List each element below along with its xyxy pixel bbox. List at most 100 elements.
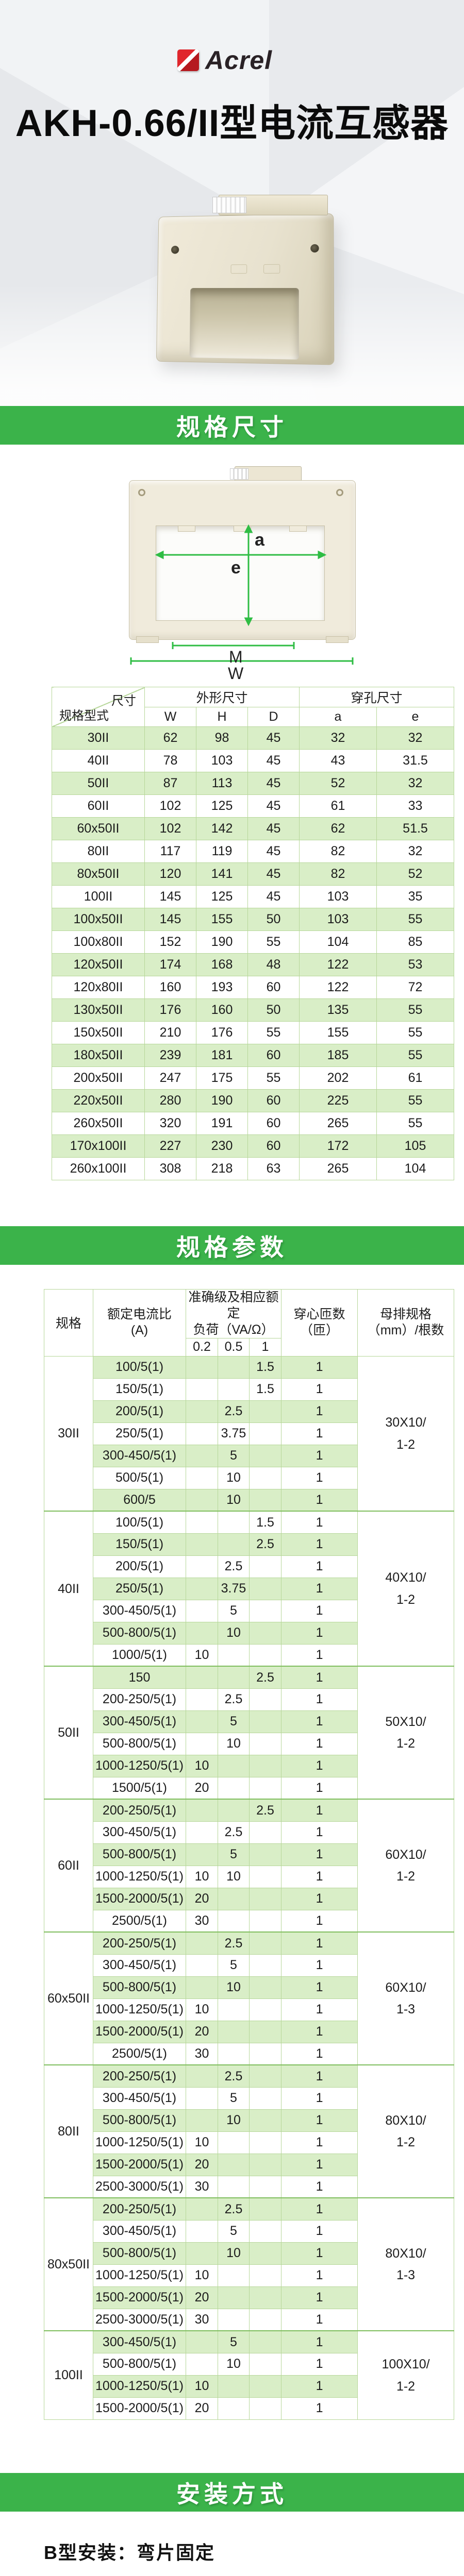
param-table-cell: 30 — [186, 2308, 218, 2331]
size-table-cell: 50 — [247, 908, 300, 931]
size-table-cell: 55 — [247, 930, 300, 954]
param-table-cell: 20 — [186, 2397, 218, 2420]
param-table-cell: 1 — [281, 1400, 358, 1423]
page-title: AKH-0.66/II型电流互感器 — [15, 103, 449, 144]
size-table-cell: 227 — [144, 1134, 196, 1158]
size-table-cell: 320 — [144, 1112, 196, 1135]
param-table-cell — [248, 1998, 282, 2021]
param-spec-cell: 30II — [44, 1355, 93, 1512]
size-table-row: 40II 78 103 45 43 31.5 — [52, 749, 455, 772]
param-table-cell: 150 — [93, 1666, 186, 1689]
size-table-row: 260x100II 308 218 63 265 104 — [52, 1157, 455, 1180]
size-table-cell: 60 — [247, 1044, 300, 1067]
param-table-cell — [186, 1843, 218, 1866]
param-table-row: 80x50II 200-250/5(1) 2.5 1 80X10/ 1-3 — [44, 2197, 455, 2331]
size-table-cell: 52 — [376, 862, 455, 886]
size-table-cell: 102 — [144, 817, 196, 840]
param-table-cell — [218, 2397, 250, 2420]
param-table-cell: 1 — [281, 2131, 358, 2154]
size-table-cell: 45 — [247, 840, 300, 863]
size-table-cell: 125 — [196, 885, 248, 908]
param-table-cell — [248, 1422, 282, 1445]
param-table-cell — [186, 1931, 218, 1955]
param-table-cell: 1 — [281, 2087, 358, 2110]
param-table-row: 60II 200-250/5(1) 2.5 1 60X10/ 1-2 — [44, 1799, 455, 1933]
param-table-cell: 2500/5(1) — [93, 1909, 186, 1933]
size-table-cell: 176 — [144, 998, 196, 1022]
param-table-cell: 1 — [281, 1599, 358, 1622]
param-table-cell — [218, 1533, 250, 1556]
size-table-cell: 50II — [52, 772, 145, 795]
size-table-row: 80II 117 119 45 82 32 — [52, 840, 455, 863]
param-table-cell: 1000/5(1) — [93, 1643, 186, 1667]
param-table-cell — [186, 1688, 218, 1711]
param-table-cell: 1 — [281, 1976, 358, 1999]
param-table-cell: 1 — [281, 1754, 358, 1777]
size-table-cell: 202 — [299, 1066, 377, 1090]
size-table-cell: 175 — [196, 1066, 248, 1090]
size-table-cell: 176 — [196, 1021, 248, 1044]
param-table-cell: 1 — [281, 1666, 358, 1689]
param-spec-cell: 100II — [44, 2330, 93, 2420]
param-table-cell — [218, 2264, 250, 2287]
param-table-cell: 1 — [281, 1355, 358, 1379]
param-table-cell: 1 — [281, 2375, 358, 2398]
size-table-row: 260x50II 320 191 60 265 55 — [52, 1112, 455, 1135]
param-table-cell: 200-250/5(1) — [93, 1688, 186, 1711]
size-table-cell: 260x50II — [52, 1112, 145, 1135]
param-table-cell: 2500/5(1) — [93, 2042, 186, 2065]
param-table-cell: 2.5 — [218, 1400, 250, 1423]
size-table-cell: 120x80II — [52, 976, 145, 999]
size-table-cell: 105 — [376, 1134, 455, 1158]
param-table-cell: 1000-1250/5(1) — [93, 2131, 186, 2154]
size-table-cell: 32 — [376, 726, 455, 750]
size-table-row: 100x80II 152 190 55 104 85 — [52, 930, 455, 954]
param-table-cell — [218, 1666, 250, 1689]
ct-s1-mark — [263, 264, 280, 274]
accuracy-col-02: 0.2 — [186, 1337, 218, 1357]
param-table-cell: 20 — [186, 2020, 218, 2043]
param-table-row: 300-450/5(1) 5 1 — [44, 2087, 454, 2110]
param-table-cell — [248, 1909, 282, 1933]
size-table-cell: 60 — [247, 1134, 300, 1158]
param-spec-cell: 80II — [44, 2064, 93, 2198]
size-table-cell: 82 — [299, 840, 377, 863]
param-table-row: 500-800/5(1) 10 1 — [44, 2109, 454, 2132]
param-table: 规格 额定电流比 (A) 准确级及相应额定 负荷（VA/Ω） 穿心匝数 （匝） … — [44, 1289, 455, 2420]
param-table-cell — [186, 1666, 218, 1689]
param-table-cell: 1 — [281, 1843, 358, 1866]
param-table-cell: 300-450/5(1) — [93, 1710, 186, 1733]
param-table-cell — [218, 2153, 250, 2176]
col-d: D — [247, 707, 300, 727]
param-table-cell: 1000-1250/5(1) — [93, 1865, 186, 1888]
param-table-cell: 30 — [186, 1909, 218, 1933]
param-table-cell: 1000-1250/5(1) — [93, 2264, 186, 2287]
size-table-cell: 32 — [376, 840, 455, 863]
param-table-cell: 1000-1250/5(1) — [93, 2375, 186, 2398]
param-table-cell: 5 — [218, 1843, 250, 1866]
param-table-cell: 2.5 — [218, 1688, 250, 1711]
param-table-row: 1500-2000/5(1) 20 1 — [44, 1887, 454, 1910]
param-table-cell — [248, 2330, 282, 2353]
size-table-cell: 82 — [299, 862, 377, 886]
size-table-cell: 135 — [299, 998, 377, 1022]
size-table-cell: 50 — [247, 998, 300, 1022]
size-table-cell: 145 — [144, 885, 196, 908]
param-table-cell: 1 — [281, 1533, 358, 1556]
param-table-cell: 2500-3000/5(1) — [93, 2175, 186, 2198]
fig-ct-window — [156, 526, 325, 621]
param-table-row: 300-450/5(1) 2.5 1 — [44, 1821, 454, 1844]
param-busbar-cell: 30X10/ 1-2 — [357, 1355, 455, 1512]
fig-screw-hole — [336, 489, 343, 496]
param-table-cell — [248, 1577, 282, 1600]
param-table-row: 1000-1250/5(1) 10 1 — [44, 1754, 454, 1777]
param-table-cell — [248, 2109, 282, 2132]
size-table-cell: 265 — [299, 1112, 377, 1135]
param-table-cell — [248, 1732, 282, 1755]
param-table-row: 80II 200-250/5(1) 2.5 1 80X10/ 1-2 — [44, 2064, 455, 2198]
param-table-cell: 500-800/5(1) — [93, 2242, 186, 2265]
size-table-cell: 120x50II — [52, 953, 145, 976]
param-col-spec: 规格 — [44, 1289, 93, 1357]
size-table-cell: 104 — [376, 1157, 455, 1180]
size-table-row: 30II 62 98 45 32 32 — [52, 726, 455, 750]
